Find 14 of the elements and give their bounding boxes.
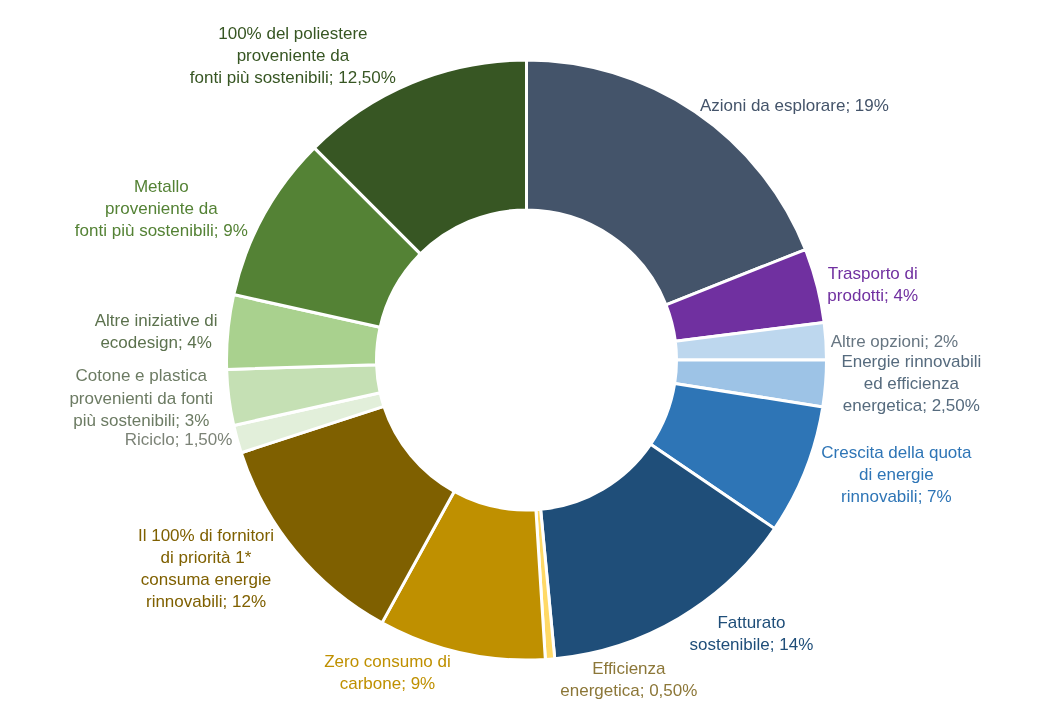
slice-label: Efficienza energetica; 0,50% xyxy=(560,658,698,701)
slice-label: Azioni da esplorare; 19% xyxy=(699,95,889,115)
slice-label: Cotone e plastica provenienti da fonti più sostenibili; 3% xyxy=(69,366,214,430)
slice-label: Altre opzioni; 2% xyxy=(830,331,959,351)
slice-label: Trasporto di prodotti; 4% xyxy=(827,263,919,305)
slice-label: Metallo proveniente da fonti più sostenibili; 9% xyxy=(74,176,248,240)
slice-label: Zero consumo di carbone; 9% xyxy=(324,651,451,693)
slice-label: Crescita della quota di energie rinnovabili; 7% xyxy=(821,443,973,507)
slice-label: Riciclo; 1,50% xyxy=(124,430,233,450)
slice-label: 100% del poliestere proveniente da fonti più sostenibili; 12,50% xyxy=(189,24,396,88)
slice-label: Energie rinnovabili ed efficienza energetica; 2,50% xyxy=(841,352,982,416)
slice-label: Fatturato sostenibile; 14% xyxy=(689,612,814,654)
slice-label: Altre iniziative di ecodesign; 4% xyxy=(94,311,218,353)
slice-label: Il 100% di fornitori di priorità 1* consuma energie rinnovabili; 12% xyxy=(137,525,275,612)
